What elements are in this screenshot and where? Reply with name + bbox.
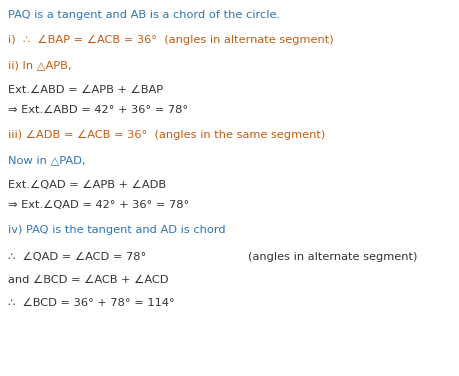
Text: Ext.∠ABD = ∠APB + ∠BAP: Ext.∠ABD = ∠APB + ∠BAP bbox=[8, 85, 163, 95]
Text: and ∠BCD = ∠ACB + ∠ACD: and ∠BCD = ∠ACB + ∠ACD bbox=[8, 275, 168, 285]
Text: ⇒ Ext.∠ABD = 42° + 36° = 78°: ⇒ Ext.∠ABD = 42° + 36° = 78° bbox=[8, 105, 188, 115]
Text: Now in △PAD,: Now in △PAD, bbox=[8, 155, 85, 165]
Text: iv) PAQ is the tangent and AD is chord: iv) PAQ is the tangent and AD is chord bbox=[8, 225, 226, 235]
Text: ∴  ∠QAD = ∠ACD = 78°: ∴ ∠QAD = ∠ACD = 78° bbox=[8, 252, 146, 262]
Text: iii) ∠ADB = ∠ACB = 36°  (angles in the same segment): iii) ∠ADB = ∠ACB = 36° (angles in the sa… bbox=[8, 130, 325, 140]
Text: (angles in alternate segment): (angles in alternate segment) bbox=[248, 252, 417, 262]
Text: PAQ is a tangent and AB is a chord of the circle.: PAQ is a tangent and AB is a chord of th… bbox=[8, 10, 280, 20]
Text: Ext.∠QAD = ∠APB + ∠ADB: Ext.∠QAD = ∠APB + ∠ADB bbox=[8, 180, 166, 190]
Text: ∴  ∠BCD = 36° + 78° = 114°: ∴ ∠BCD = 36° + 78° = 114° bbox=[8, 298, 175, 308]
Text: ii) In △APB,: ii) In △APB, bbox=[8, 60, 72, 70]
Text: i)  ∴  ∠BAP = ∠ACB = 36°  (angles in alternate segment): i) ∴ ∠BAP = ∠ACB = 36° (angles in altern… bbox=[8, 35, 334, 45]
Text: ⇒ Ext.∠QAD = 42° + 36° = 78°: ⇒ Ext.∠QAD = 42° + 36° = 78° bbox=[8, 200, 189, 210]
